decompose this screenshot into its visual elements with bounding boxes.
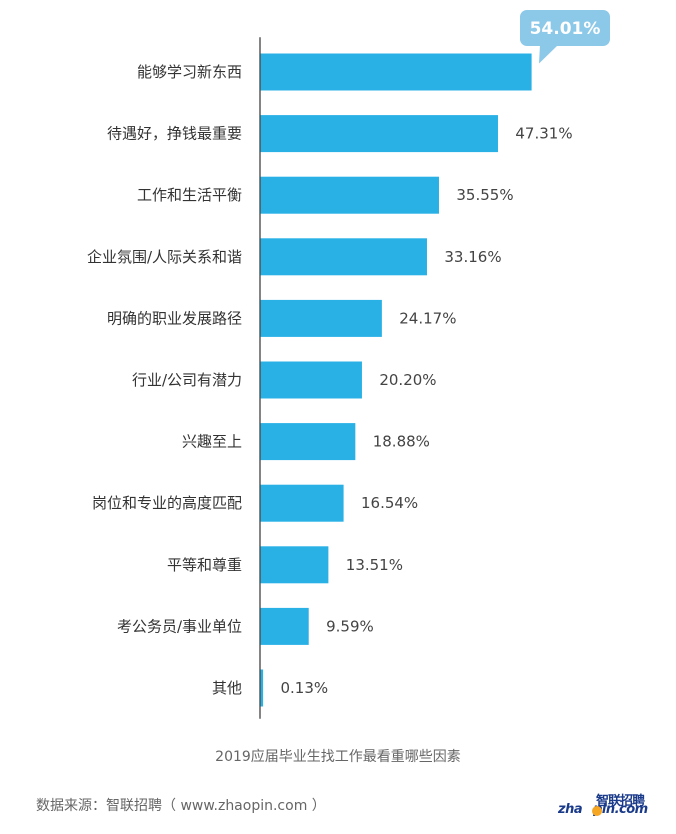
bar [260, 361, 362, 399]
value-label: 35.55% [456, 186, 513, 204]
bar [260, 238, 427, 276]
bar [260, 115, 498, 153]
value-label: 16.54% [361, 494, 418, 512]
category-label: 工作和生活平衡 [137, 186, 242, 204]
bar [260, 607, 309, 645]
value-label: 0.13% [281, 679, 329, 697]
value-label: 20.20% [379, 371, 436, 389]
callout-pointer [539, 45, 558, 64]
category-label: 考公务员/事业单位 [117, 617, 242, 635]
bar [260, 53, 532, 91]
value-label: 9.59% [326, 617, 374, 635]
chart-title: 2019应届毕业生找工作最看重哪些因素 [215, 749, 461, 765]
value-label: 33.16% [444, 248, 501, 266]
bar [260, 299, 382, 337]
highlight-callout: 54.01% [520, 10, 610, 64]
value-labels: 47.31% 35.55% 33.16% 24.17% 20.20% 18.88% 16.5… [281, 125, 573, 697]
category-label: 兴趣至上 [182, 433, 242, 451]
zhaopin-logo: 智联招聘 zha pin.com [558, 790, 648, 822]
bar [260, 669, 264, 707]
value-label: 54.01% [530, 19, 601, 39]
value-label: 13.51% [346, 556, 403, 574]
category-label: 明确的职业发展路径 [107, 309, 242, 327]
bar [260, 176, 439, 214]
bars-layer [260, 53, 532, 707]
category-label: 平等和尊重 [167, 556, 242, 574]
category-label: 企业氛围/人际关系和谐 [87, 248, 242, 266]
category-label: 待遇好，挣钱最重要 [107, 125, 242, 143]
logo-cn-text: 智联招聘 [595, 794, 645, 809]
category-label: 其他 [212, 679, 242, 697]
bar [260, 546, 329, 584]
category-labels: 能够学习新东西待遇好，挣钱最重要工作和生活平衡企业氛围/人际关系和谐明确的职业发… [87, 63, 242, 697]
bar [260, 423, 356, 461]
category-label: 行业/公司有潜力 [132, 371, 242, 389]
value-label: 18.88% [373, 433, 430, 451]
category-label: 岗位和专业的高度匹配 [92, 494, 242, 512]
logo-en-text: zha pin.com [558, 802, 648, 817]
value-label: 47.31% [515, 125, 572, 143]
category-label: 能够学习新东西 [137, 63, 242, 81]
logo-dot-icon [592, 806, 602, 816]
callout-bubble [520, 10, 610, 46]
value-label: 24.17% [399, 309, 456, 327]
bar-chart: 能够学习新东西待遇好，挣钱最重要工作和生活平衡企业氛围/人际关系和谐明确的职业发… [87, 10, 610, 719]
data-source: 数据来源：智联招聘（ www.zhaopin.com ） [36, 798, 326, 814]
bar [260, 484, 344, 522]
